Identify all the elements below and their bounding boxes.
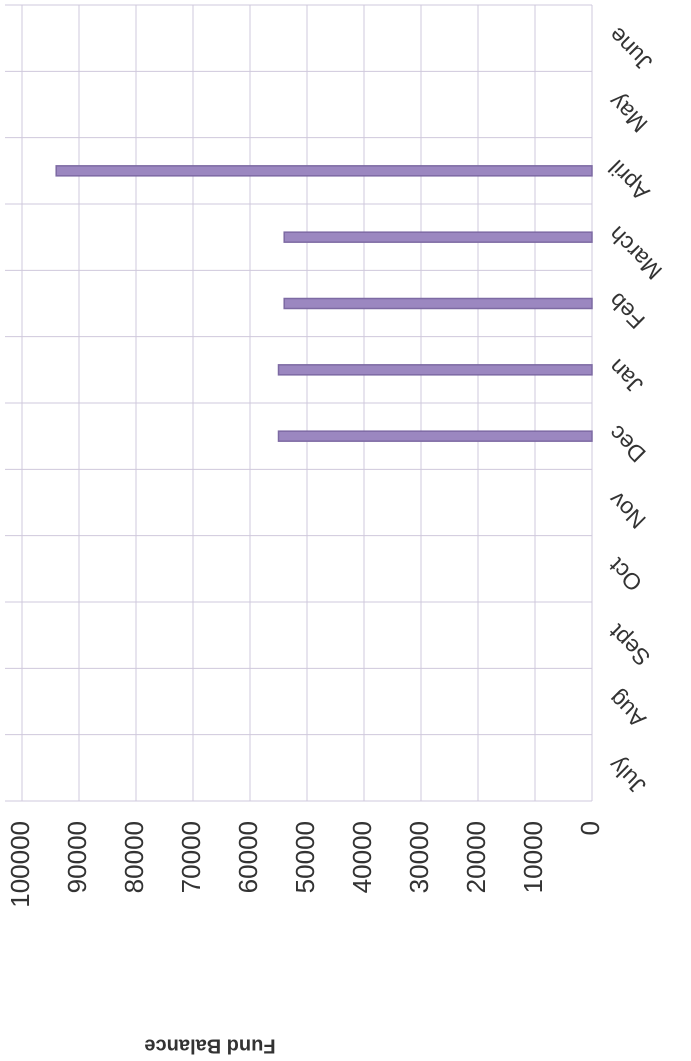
x-tick-label: May: [603, 88, 652, 137]
x-tick-label: Aug: [603, 686, 650, 733]
y-tick-label: 20000: [461, 821, 491, 893]
x-tick-label: Feb: [603, 288, 649, 334]
x-tick-label: April: [603, 155, 654, 206]
x-tick-label: Oct: [603, 553, 647, 597]
x-tick-label: June: [603, 22, 657, 76]
x-tick-label: Sept: [603, 619, 655, 671]
y-tick-label: 100000: [5, 821, 35, 908]
y-tick-label: 70000: [176, 821, 206, 893]
x-tick-label: March: [603, 221, 667, 285]
y-tick-label: 30000: [404, 821, 434, 893]
y-tick-label: 0: [575, 821, 605, 835]
y-axis-title: Fund Balance: [144, 1035, 275, 1057]
y-tick-label: 90000: [62, 821, 92, 893]
x-tick-label: Jan: [603, 354, 648, 399]
x-tick-label: Dec: [603, 420, 650, 467]
y-tick-label: 60000: [233, 821, 263, 893]
x-tick-label: Nov: [603, 486, 651, 534]
y-tick-label: 40000: [347, 821, 377, 893]
rotated-chart: Fund Balance 0 10000 20000 30000 40000 50000 6…: [5, 4, 667, 1057]
y-tick-label: 10000: [518, 821, 548, 893]
bar: [277, 364, 593, 376]
y-tick-label: 50000: [290, 821, 320, 893]
x-tick-label: July: [603, 752, 651, 800]
y-tick-label: 80000: [119, 821, 149, 893]
bar: [277, 430, 593, 442]
bar: [283, 231, 593, 243]
bar: [55, 165, 593, 177]
bar: [283, 297, 593, 310]
